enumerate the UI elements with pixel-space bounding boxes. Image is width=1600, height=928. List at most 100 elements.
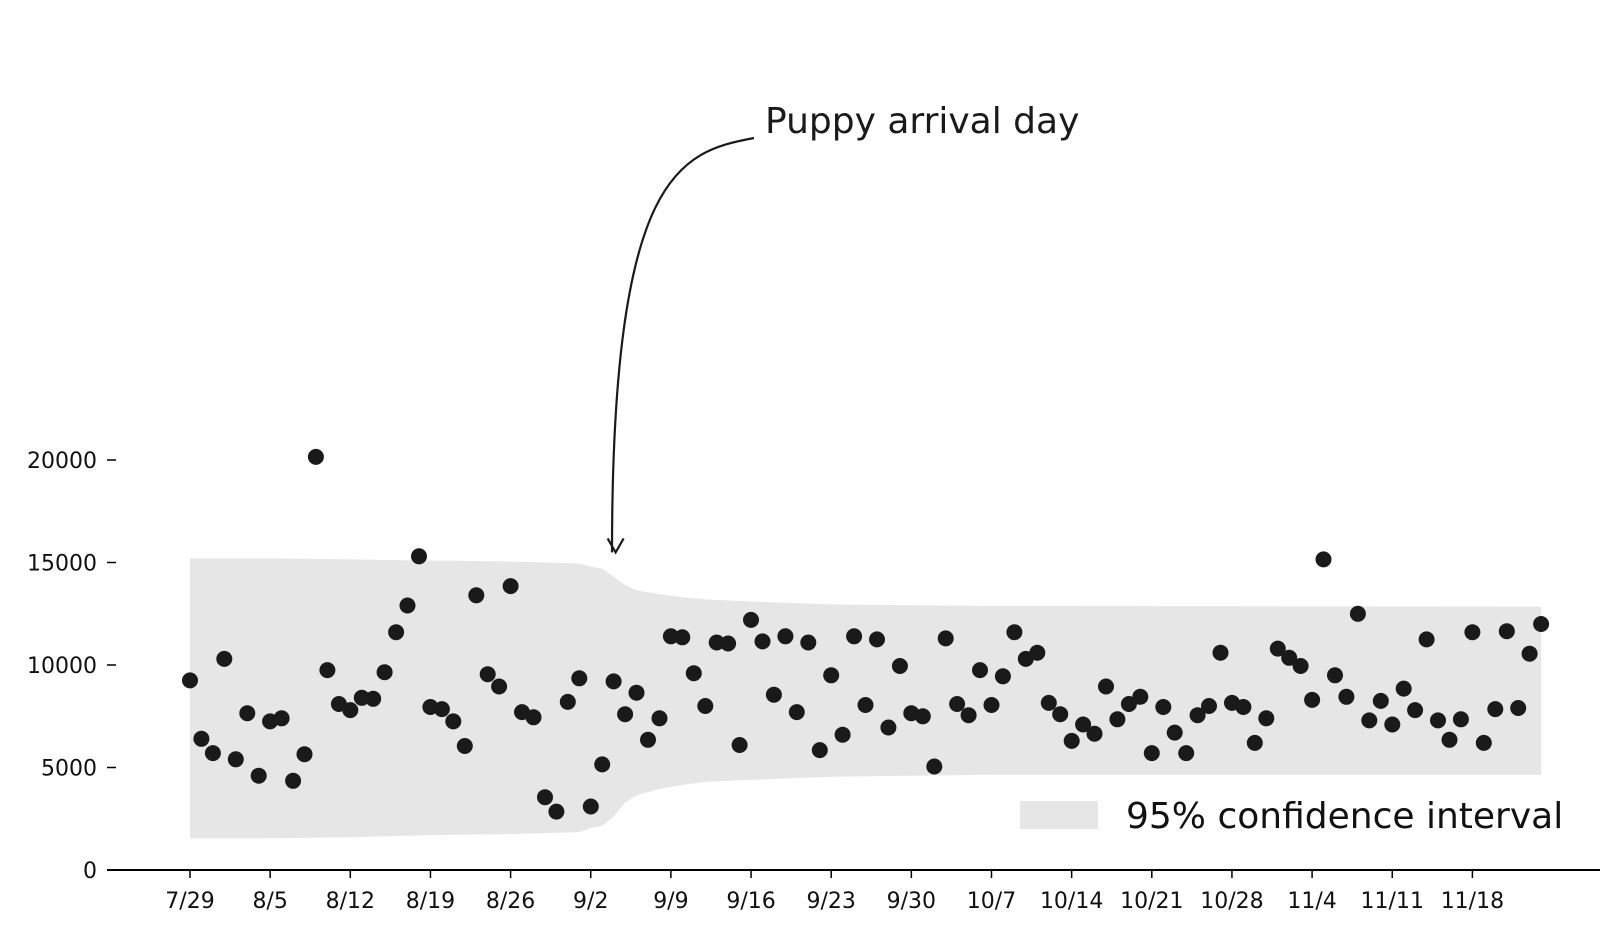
data-point [949,696,966,712]
data-point [182,672,198,689]
data-point [1258,710,1275,727]
data-point [1521,645,1538,662]
legend-swatch-confidence-interval [1020,801,1098,829]
data-point [1338,688,1355,705]
y-tick-label: 10000 [27,654,97,679]
data-point [1109,711,1126,728]
data-point [1281,649,1298,666]
data-point [342,702,359,719]
data-point [857,697,874,713]
data-point [869,631,885,648]
data-point [1212,644,1229,661]
x-tick-label: 8/19 [406,889,455,914]
data-point [502,578,519,595]
data-point [1418,631,1435,648]
data-point [227,751,244,768]
data-point [628,684,645,701]
x-tick-label: 7/29 [165,889,214,914]
data-point [1098,678,1114,695]
legend: 95% confidence interval [1020,796,1563,837]
data-point [1029,644,1046,661]
data-point [617,706,634,723]
data-point [1201,698,1217,714]
data-point [983,697,1000,713]
x-tick-label: 10/14 [1040,889,1103,914]
data-point [456,738,473,754]
x-tick-label: 8/12 [326,889,375,914]
data-point [1395,680,1412,697]
data-point [800,634,817,651]
data-point [834,726,851,743]
data-point [605,673,622,690]
data-point [960,707,977,724]
y-tick-label: 15000 [27,552,97,577]
data-point [1304,691,1321,708]
y-tick-label: 0 [83,859,97,884]
data-point [1327,667,1343,684]
y-tick-label: 20000 [27,449,97,474]
data-point [319,662,336,679]
data-point [468,587,485,604]
x-tick-label: 11/11 [1361,889,1424,914]
data-point [1487,701,1504,718]
data-point [891,658,908,674]
x-tick-label: 9/30 [887,889,936,914]
annotation-arrowhead [606,537,625,555]
data-point [1052,706,1069,723]
data-point [307,448,324,465]
data-point [1407,702,1424,719]
data-point [1361,712,1378,729]
data-point [445,713,462,730]
data-point [1143,745,1160,762]
data-point [388,624,405,641]
data-point [651,710,668,727]
data-point [411,548,427,565]
data-point [685,665,702,682]
data-point [1441,731,1458,748]
data-points-layer [182,448,1550,820]
x-tick-label: 8/5 [252,889,287,914]
data-point [1166,724,1183,741]
data-point [994,668,1011,685]
data-point [697,698,714,714]
data-point [720,635,737,652]
data-point [1464,624,1481,641]
data-point [548,803,565,820]
data-point [846,628,863,645]
data-point [1189,707,1206,724]
data-point [193,730,210,747]
data-point [972,662,988,679]
data-point [1235,699,1252,715]
data-point [1533,616,1550,632]
data-point [1246,734,1263,751]
annotation-arrow [610,136,755,553]
data-point [788,704,805,721]
x-tick-label: 11/4 [1287,889,1336,914]
data-point [594,756,611,773]
data-point [777,628,794,645]
data-point [1040,694,1057,711]
data-point [296,746,313,763]
data-point [1132,688,1149,705]
data-point [1120,696,1137,712]
data-point [754,633,771,650]
data-point [1510,700,1527,716]
x-tick-label: 11/18 [1441,889,1504,914]
data-point [1155,699,1172,715]
data-point [1006,624,1023,641]
data-point [582,798,599,815]
data-point [731,737,748,753]
data-point [559,693,576,710]
annotation-layer: Puppy arrival day [606,101,1079,555]
x-tick-label: 9/23 [806,889,855,914]
data-point [491,678,508,695]
data-point [743,611,759,628]
y-tick-label: 5000 [41,757,97,782]
x-tick-label: 10/21 [1120,889,1183,914]
data-point [525,709,542,726]
data-point [1349,605,1366,622]
data-point [273,710,290,727]
annotation-label: Puppy arrival day [765,101,1079,142]
data-point [674,629,691,646]
